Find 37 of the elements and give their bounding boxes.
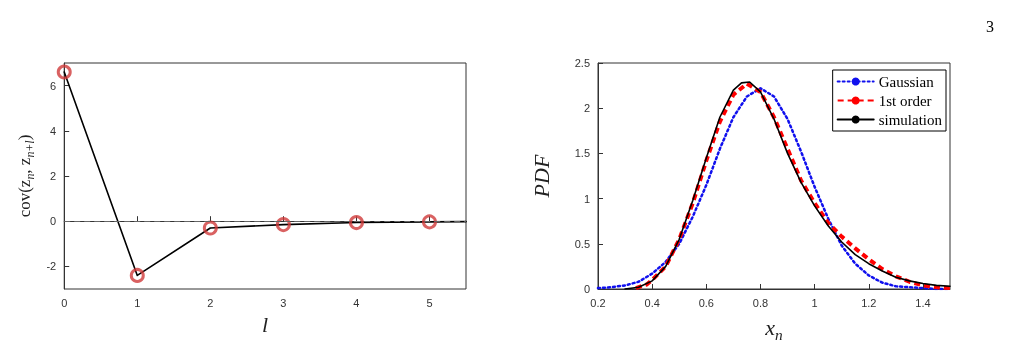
y-tick-label: 0 bbox=[50, 215, 57, 228]
x-axis-title: l bbox=[262, 311, 269, 337]
line-series bbox=[63, 71, 467, 277]
point bbox=[275, 217, 291, 233]
y-tick-label: 1 bbox=[583, 192, 590, 205]
point bbox=[56, 64, 72, 80]
x-tick-label: 1 bbox=[134, 296, 141, 309]
x-tick-label: 4 bbox=[353, 296, 360, 309]
y-tick-label: 0 bbox=[583, 283, 590, 295]
x-tick-label: 1 bbox=[811, 296, 818, 309]
y-tick-label: 6 bbox=[50, 79, 57, 92]
point bbox=[129, 267, 145, 283]
y-tick-label: 2 bbox=[583, 102, 590, 115]
x-tick-label: 1.4 bbox=[915, 296, 931, 309]
x-tick-label: 0.6 bbox=[698, 296, 714, 309]
x-tick-label: 1.2 bbox=[861, 296, 877, 309]
legend-label: simulation bbox=[878, 111, 943, 128]
y-tick-label: 1.5 bbox=[574, 147, 590, 160]
legend-label: Gaussian bbox=[878, 73, 935, 90]
point bbox=[348, 215, 364, 231]
x-tick-label: 0.4 bbox=[644, 296, 660, 309]
x-tick-label: 0.8 bbox=[752, 296, 769, 309]
point bbox=[202, 220, 218, 236]
x-tick-label: 5 bbox=[426, 296, 433, 309]
legend-label: 1st order bbox=[878, 92, 932, 109]
y-axis-title: PDF bbox=[528, 154, 554, 199]
y-tick-label: 2.5 bbox=[574, 57, 590, 69]
x-tick-label: 0 bbox=[61, 296, 68, 309]
y-tick-label: 4 bbox=[50, 124, 57, 137]
x-tick-label: 0.2 bbox=[590, 296, 606, 309]
point bbox=[421, 214, 437, 230]
x-tick-label: 3 bbox=[280, 296, 287, 309]
x-tick-label: 2 bbox=[207, 296, 214, 309]
y-tick-label: -2 bbox=[46, 260, 57, 273]
y-tick-label: 0.5 bbox=[574, 237, 590, 250]
text: 3 bbox=[986, 17, 994, 35]
y-tick-label: 2 bbox=[50, 170, 57, 182]
